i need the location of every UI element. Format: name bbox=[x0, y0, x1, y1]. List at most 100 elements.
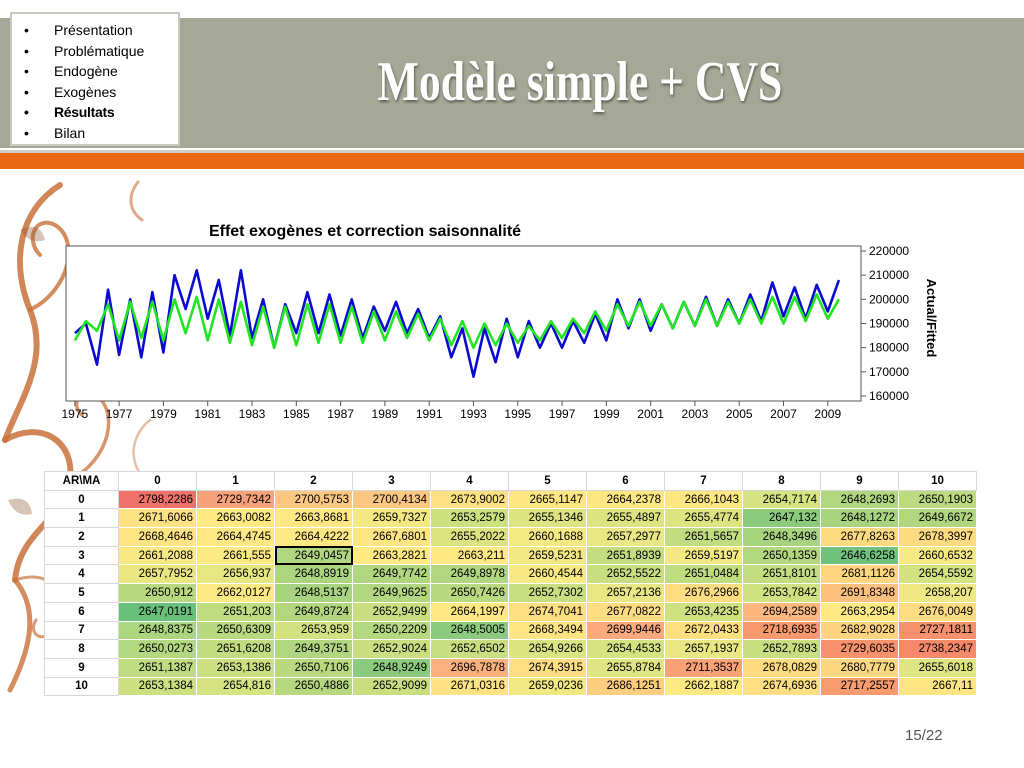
table-cell[interactable]: 2671,0316 bbox=[430, 676, 509, 697]
table-cell[interactable]: 2649,8724 bbox=[274, 601, 353, 622]
table-cell[interactable]: 2651,203 bbox=[196, 601, 275, 622]
table-cell[interactable]: 2653,4235 bbox=[664, 601, 743, 622]
table-cell[interactable]: 2650,7106 bbox=[274, 657, 353, 678]
table-cell[interactable]: 2668,3494 bbox=[508, 620, 587, 641]
table-cell[interactable]: 2648,8919 bbox=[274, 564, 353, 585]
table-cell[interactable]: 2648,5005 bbox=[430, 620, 509, 641]
table-cell[interactable]: 2729,6035 bbox=[820, 639, 899, 659]
table-cell[interactable]: 2663,0082 bbox=[196, 508, 275, 529]
nav-item-2[interactable]: Endogène bbox=[24, 61, 178, 82]
table-cell[interactable]: 2651,8939 bbox=[586, 545, 665, 566]
table-cell[interactable]: 2672,0433 bbox=[664, 620, 743, 641]
table-cell[interactable]: 2677,0822 bbox=[586, 601, 665, 622]
table-cell[interactable]: 2655,6018 bbox=[898, 657, 977, 678]
table-cell[interactable]: 2653,2579 bbox=[430, 508, 509, 529]
table-cell[interactable]: 2650,1903 bbox=[898, 489, 977, 510]
table-cell[interactable]: 2648,5137 bbox=[274, 583, 353, 603]
table-cell[interactable]: 2653,1386 bbox=[196, 657, 275, 678]
table-cell[interactable]: 2651,5657 bbox=[664, 527, 743, 547]
table-cell[interactable]: 2649,3751 bbox=[274, 639, 353, 659]
table-cell[interactable]: 2649,7742 bbox=[352, 564, 431, 585]
table-cell[interactable]: 2671,6066 bbox=[118, 508, 197, 529]
table-cell[interactable]: 2682,9028 bbox=[820, 620, 899, 641]
table-cell[interactable]: 2649,8978 bbox=[430, 564, 509, 585]
table-cell[interactable]: 2653,959 bbox=[274, 620, 353, 641]
table-cell[interactable]: 2650,0273 bbox=[118, 639, 197, 659]
table-cell[interactable]: 2650,7426 bbox=[430, 583, 509, 603]
table-cell[interactable]: 2651,1387 bbox=[118, 657, 197, 678]
table-cell[interactable]: 2652,9499 bbox=[352, 601, 431, 622]
table-cell[interactable]: 2674,6936 bbox=[742, 676, 821, 697]
table-cell[interactable]: 2652,7302 bbox=[508, 583, 587, 603]
table-cell[interactable]: 2656,937 bbox=[196, 564, 275, 585]
table-cell[interactable]: 2661,555 bbox=[196, 545, 275, 566]
table-cell[interactable]: 2729,7342 bbox=[196, 489, 275, 510]
table-cell[interactable]: 2663,8681 bbox=[274, 508, 353, 529]
table-cell[interactable]: 2652,5522 bbox=[586, 564, 665, 585]
nav-item-1[interactable]: Problématique bbox=[24, 41, 178, 62]
table-cell[interactable]: 2711,3537 bbox=[664, 657, 743, 678]
table-cell[interactable]: 2651,6208 bbox=[196, 639, 275, 659]
table-cell[interactable]: 2654,5592 bbox=[898, 564, 977, 585]
table-cell[interactable]: 2686,1251 bbox=[586, 676, 665, 697]
table-cell[interactable]: 2655,4897 bbox=[586, 508, 665, 529]
nav-item-3[interactable]: Exogènes bbox=[24, 82, 178, 103]
table-cell[interactable]: 2648,3496 bbox=[742, 527, 821, 547]
table-cell[interactable]: 2657,1937 bbox=[664, 639, 743, 659]
nav-item-0[interactable]: Présentation bbox=[24, 20, 178, 41]
table-cell[interactable]: 2649,9625 bbox=[352, 583, 431, 603]
table-cell[interactable]: 2654,816 bbox=[196, 676, 275, 697]
table-cell[interactable]: 2666,1043 bbox=[664, 489, 743, 510]
table-cell[interactable]: 2664,2378 bbox=[586, 489, 665, 510]
table-cell[interactable]: 2659,5231 bbox=[508, 545, 587, 566]
table-cell[interactable]: 2648,8375 bbox=[118, 620, 197, 641]
table-cell[interactable]: 2657,2136 bbox=[586, 583, 665, 603]
table-cell[interactable]: 2673,9002 bbox=[430, 489, 509, 510]
table-cell[interactable]: 2654,9266 bbox=[508, 639, 587, 659]
table-cell[interactable]: 2718,6935 bbox=[742, 620, 821, 641]
table-cell[interactable]: 2648,2693 bbox=[820, 489, 899, 510]
table-cell[interactable]: 2699,9446 bbox=[586, 620, 665, 641]
table-cell[interactable]: 2652,9024 bbox=[352, 639, 431, 659]
table-cell[interactable]: 2676,2966 bbox=[664, 583, 743, 603]
table-cell[interactable]: 2663,2954 bbox=[820, 601, 899, 622]
table-cell[interactable]: 2650,4886 bbox=[274, 676, 353, 697]
table-cell[interactable]: 2651,0484 bbox=[664, 564, 743, 585]
table-cell[interactable]: 2654,7174 bbox=[742, 489, 821, 510]
nav-item-5[interactable]: Bilan bbox=[24, 123, 178, 144]
table-cell[interactable]: 2653,1384 bbox=[118, 676, 197, 697]
table-cell[interactable]: 2657,2977 bbox=[586, 527, 665, 547]
table-cell[interactable]: 2655,1346 bbox=[508, 508, 587, 529]
table-cell[interactable]: 2696,7878 bbox=[430, 657, 509, 678]
table-cell[interactable]: 2649,6672 bbox=[898, 508, 977, 529]
table-cell[interactable]: 2674,7041 bbox=[508, 601, 587, 622]
table-cell[interactable]: 2652,9099 bbox=[352, 676, 431, 697]
table-cell[interactable]: 2646,6258 bbox=[820, 545, 899, 566]
table-cell[interactable]: 2660,4544 bbox=[508, 564, 587, 585]
table-cell[interactable]: 2662,1887 bbox=[664, 676, 743, 697]
table-cell[interactable]: 2652,6502 bbox=[430, 639, 509, 659]
table-cell[interactable]: 2694,2589 bbox=[742, 601, 821, 622]
table-cell[interactable]: 2659,7327 bbox=[352, 508, 431, 529]
table-cell[interactable]: 2650,6309 bbox=[196, 620, 275, 641]
table-cell[interactable]: 2676,0049 bbox=[898, 601, 977, 622]
table-cell[interactable]: 2691,8348 bbox=[820, 583, 899, 603]
table-cell[interactable]: 2727,1811 bbox=[898, 620, 977, 641]
table-cell[interactable]: 2665,1147 bbox=[508, 489, 587, 510]
table-cell[interactable]: 2647,132 bbox=[742, 508, 821, 529]
table-cell[interactable]: 2659,5197 bbox=[664, 545, 743, 566]
table-cell[interactable]: 2650,2209 bbox=[352, 620, 431, 641]
table-cell[interactable]: 2655,4774 bbox=[664, 508, 743, 529]
table-cell[interactable]: 2717,2557 bbox=[820, 676, 899, 697]
table-cell[interactable]: 2650,912 bbox=[118, 583, 197, 603]
table-cell[interactable]: 2654,4533 bbox=[586, 639, 665, 659]
table-cell[interactable]: 2678,0829 bbox=[742, 657, 821, 678]
table-cell[interactable]: 2655,8784 bbox=[586, 657, 665, 678]
table-cell[interactable]: 2650,1359 bbox=[742, 545, 821, 566]
table-cell[interactable]: 2681,1126 bbox=[820, 564, 899, 585]
table-cell[interactable]: 2658,207 bbox=[898, 583, 977, 603]
table-cell[interactable]: 2660,6532 bbox=[898, 545, 977, 566]
table-cell[interactable]: 2663,2821 bbox=[352, 545, 431, 566]
table-cell[interactable]: 2700,4134 bbox=[352, 489, 431, 510]
table-cell[interactable]: 2678,3997 bbox=[898, 527, 977, 547]
